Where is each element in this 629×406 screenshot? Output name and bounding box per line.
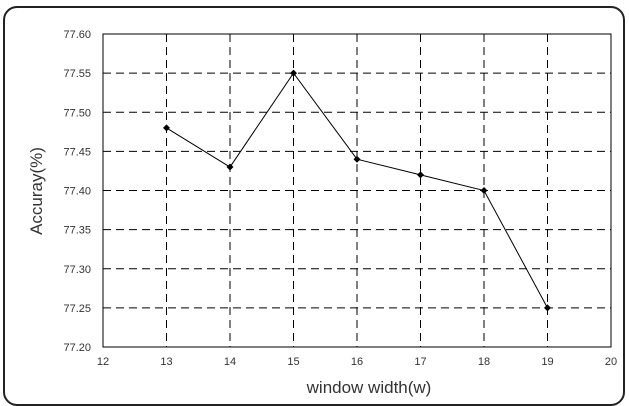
y-tick-label: 77.35 [63,225,91,237]
y-tick-label: 77.40 [63,186,91,198]
x-tick-label: 17 [414,356,426,368]
y-tick-label: 77.20 [63,342,91,354]
x-tick-label: 19 [541,356,553,368]
x-tick-label: 12 [97,356,109,368]
x-tick-label: 15 [287,356,299,368]
y-axis-label: Accuray(%) [27,147,46,235]
data-point [226,163,234,171]
data-point [290,69,297,77]
x-tick-label: 18 [478,356,490,368]
plot-border [102,33,612,348]
line-chart: 12 13 14 15 16 17 18 19 20 77.2077.2577.3077.357… [27,29,617,397]
data-point [353,155,361,163]
data-point [480,187,488,194]
y-tick-label: 77.45 [63,146,91,158]
y-tick-label: 77.25 [63,303,91,315]
y-tick-labels: 77.20 77.25 77.30 77.35 77.40 77.45 77.50 77.55… [63,29,91,354]
x-axis-label: window width(w) [306,378,432,397]
series [163,69,551,312]
y-tick-label: 77.60 [63,29,91,41]
x-tick-label: 14 [224,356,236,368]
data-point [544,304,551,312]
x-tick-labels: 12 13 14 15 16 17 18 19 20 [97,356,617,368]
data-point [417,171,424,179]
x-tick-label: 13 [160,356,172,368]
x-tick-label: 20 [605,356,617,368]
y-tick-label: 77.50 [63,107,91,119]
y-tick-label: 77.30 [63,264,91,276]
data-point [163,124,170,132]
x-tick-label: 16 [351,356,363,368]
y-tick-label: 77.55 [63,68,91,80]
grid [103,34,611,347]
